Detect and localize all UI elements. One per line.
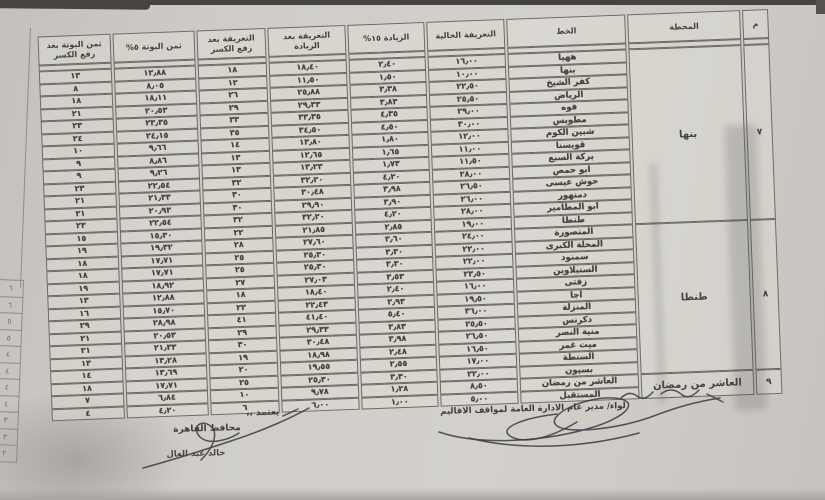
cell-group-num: ٧	[743, 44, 776, 220]
margin-cell: ٣	[0, 411, 19, 430]
header-increase-15: الزيادة ١٥%	[347, 21, 426, 54]
margin-cell: ٤	[0, 378, 21, 397]
director-signature	[438, 389, 724, 447]
scan-edge-top	[0, 0, 825, 5]
header-bonta-after-rounding: ثمن البوتة بعد رفع الكسر	[37, 33, 112, 66]
header-tariff-after-increase: التعريفة بعد الزيادة	[266, 24, 347, 57]
margin-cell: ٢	[0, 444, 18, 463]
header-bonta-price: ثمن البوتة ٥%	[112, 30, 196, 63]
tariff-table-wrap: م المحطة الخط التعريفة الحالية الزيادة ١…	[36, 9, 785, 422]
margin-cell: ٤	[0, 362, 21, 380]
scan-edge-top-left	[0, 0, 151, 10]
cell-station: بنها	[628, 45, 748, 225]
header-station: المحطة	[627, 10, 741, 44]
margin-cell: ٤	[0, 395, 20, 413]
header-tariff-after-rounding: التعريفة بعد رفع الكسر	[196, 27, 267, 60]
cell-group-num: ٨	[749, 218, 782, 370]
scan-edge-top-right	[816, 0, 825, 14]
table-body: ٧ بنها ههيا ١٦٫٠٠ ٢٫٤٠ ١٨٫٤٠ ١٨ ١٢٫٨٨ ١٣ بنها ١٠٫٠…	[38, 38, 783, 422]
adjacent-page-edge	[20, 27, 31, 288]
margin-cell: ٣	[0, 428, 19, 446]
header-num: م	[741, 9, 770, 40]
header-current-tariff: التعريفة الحالية	[425, 18, 506, 51]
tariff-table: م المحطة الخط التعريفة الحالية الزيادة ١…	[36, 9, 785, 422]
cell-group-num: ٩	[755, 368, 783, 395]
margin-cell: ٦	[0, 279, 24, 298]
margin-cell: ٥	[0, 312, 23, 331]
margin-cell: ٤	[0, 345, 22, 364]
cell-station: طنطا	[635, 219, 754, 375]
scan-edge-bottom	[0, 488, 825, 500]
margin-cell: ٥	[0, 329, 23, 347]
header-line: الخط	[506, 14, 627, 48]
margin-cell: ٦	[0, 296, 24, 314]
governor-signature	[142, 407, 310, 469]
